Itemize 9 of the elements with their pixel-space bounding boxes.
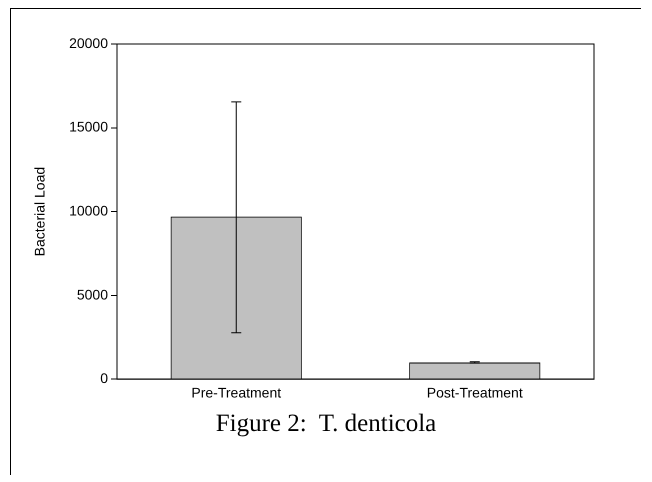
y-tick-label: 15000 <box>69 118 108 135</box>
x-tick-label: Pre-Treatment <box>191 384 282 400</box>
y-axis-title: Bacterial Load <box>31 166 48 256</box>
y-tick-label: 0 <box>100 370 108 386</box>
caption: Figure 2: T. denticola <box>214 410 438 438</box>
x-tick-label: Post-Treatment <box>426 384 523 400</box>
y-tick-label: 5000 <box>76 286 108 302</box>
y-tick-label: 10000 <box>69 202 108 218</box>
y-tick-label: 20000 <box>69 34 108 51</box>
